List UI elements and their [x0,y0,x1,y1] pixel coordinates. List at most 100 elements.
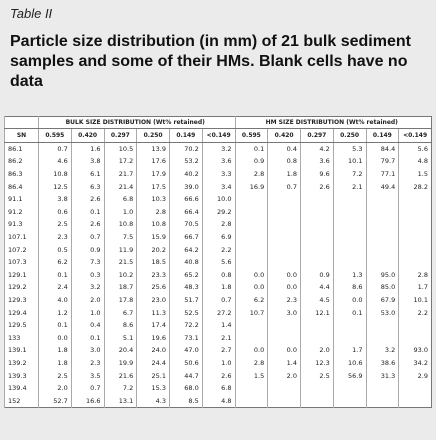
hm-value [234,381,268,395]
table-row: 129.2 2.4 3.2 18.7 25.6 48.3 1.8 0.0 0.0 4.4 8.6 85… [4,281,432,294]
hm-value [234,318,268,332]
table-row: 152 52.7 16.6 13.1 4.3 8.5 4.8 [4,394,432,408]
table-row: 107.3 6.2 7.3 21.5 18.5 40.8 5.6 [4,255,432,269]
bulk-value: 21.4 [103,180,137,193]
bulk-value: 44.7 [169,369,203,382]
bulk-value: 21.5 [103,255,137,269]
bulk-value: 0.1 [38,268,72,282]
hm-value: 10.1 [398,293,432,307]
bulk-value: 1.8 [38,344,72,357]
bulk-value: 17.4 [136,318,170,332]
hm-value: 3.0 [267,306,301,319]
hm-value: 0.0 [267,344,301,357]
bulk-value: 0.0 [38,331,72,345]
hm-value [365,243,399,256]
hm-value [332,205,366,219]
bulk-value: 2.8 [201,218,235,231]
table-row: 129.4 1.2 1.0 6.7 11.3 52.5 27.2 10.7 3.0 12.1 0.1… [4,306,432,319]
hm-value [267,331,301,345]
hm-value [365,255,399,269]
bulk-value: 0.1 [70,331,104,345]
hm-value [332,218,366,231]
hm-value: 84.4 [365,142,399,156]
bulk-value: 2.5 [38,369,72,382]
bulk-value: 10.8 [38,167,72,181]
bulk-value: 6.8 [103,192,137,206]
hm-value [398,318,432,332]
hm-value [398,205,432,219]
bulk-value: 0.7 [70,230,104,244]
hm-value: 38.6 [365,356,399,370]
bulk-value: 10.5 [103,142,137,156]
bulk-value: 19.9 [103,356,137,370]
hm-value [267,192,301,206]
bulk-value: 18.5 [136,255,170,269]
bulk-value: 2.6 [70,218,104,231]
bulk-value: 72.2 [169,318,203,332]
sample-number: 139.1 [4,344,39,357]
bulk-value: 21.7 [103,167,137,181]
table-row: 86.3 10.8 6.1 21.7 17.9 40.2 3.3 2.8 1.8 9.6 7.2 77… [4,167,432,181]
bulk-value: 2.2 [201,243,235,256]
hm-value [267,318,301,332]
hm-value [365,230,399,244]
sample-number: 107.2 [4,243,39,256]
hm-value: 9.6 [300,167,334,181]
hm-value: 1.7 [332,344,366,357]
bulk-value: 29.2 [201,205,235,219]
bulk-value: 2.3 [70,356,104,370]
bulk-value: 13.1 [103,394,137,408]
group-header: HM SIZE DISTRIBUTION (Wt% retained) [234,116,432,129]
sample-number: 107.1 [4,230,39,244]
hm-value: 0.7 [267,180,301,193]
bulk-value: 6.3 [70,180,104,193]
hm-value [234,331,268,345]
bulk-value: 50.6 [169,356,203,370]
table-row: 107.1 2.3 0.7 7.5 15.9 66.7 6.9 [4,230,432,244]
bulk-value: 8.5 [169,394,203,408]
bulk-value: 3.3 [201,167,235,181]
hm-value [365,331,399,345]
bulk-value: 0.6 [38,205,72,219]
bulk-value: 6.9 [201,230,235,244]
bulk-value: 6.1 [70,167,104,181]
hm-value: 4.5 [300,293,334,307]
bulk-value: 5.6 [201,255,235,269]
bulk-value: 2.4 [38,281,72,294]
hm-value [300,381,334,395]
hm-value: 31.3 [365,369,399,382]
hm-value: 95.0 [365,268,399,282]
bulk-value: 24.0 [136,344,170,357]
bulk-value: 3.8 [38,192,72,206]
hm-value: 1.8 [267,167,301,181]
hm-value [234,192,268,206]
table-title: Particle size distribution (in mm) of 21… [10,33,411,90]
hm-value [267,243,301,256]
bulk-value: 1.0 [201,356,235,370]
column-header: <0.149 [398,128,432,143]
sample-number: 86.3 [4,167,39,181]
bulk-value: 70.5 [169,218,203,231]
hm-value: 0.0 [234,281,268,294]
hm-value [300,331,334,345]
bulk-value: 4.3 [136,394,170,408]
bulk-value: 3.2 [70,281,104,294]
hm-value [234,218,268,231]
bulk-value: 24.4 [136,356,170,370]
hm-value [267,230,301,244]
bulk-value: 47.0 [169,344,203,357]
column-header-row: SN 0.595 0.420 0.297 0.250 0.149 <0.149 0.595 0.… [4,128,432,143]
bulk-value: 5.1 [103,331,137,345]
hm-value: 1.5 [234,369,268,382]
table-row: 91.2 0.6 0.1 1.0 2.8 66.4 29.2 [4,205,432,219]
hm-value [332,318,366,332]
bulk-value: 0.4 [70,318,104,332]
hm-value: 6.2 [234,293,268,307]
bulk-value: 40.2 [169,167,203,181]
data-table: BULK SIZE DISTRIBUTION (Wt% retained) HM … [4,116,432,409]
bulk-value: 17.8 [103,293,137,307]
hm-value: 2.0 [300,344,334,357]
hm-value: 0.4 [267,142,301,156]
bulk-value: 17.2 [103,155,137,168]
